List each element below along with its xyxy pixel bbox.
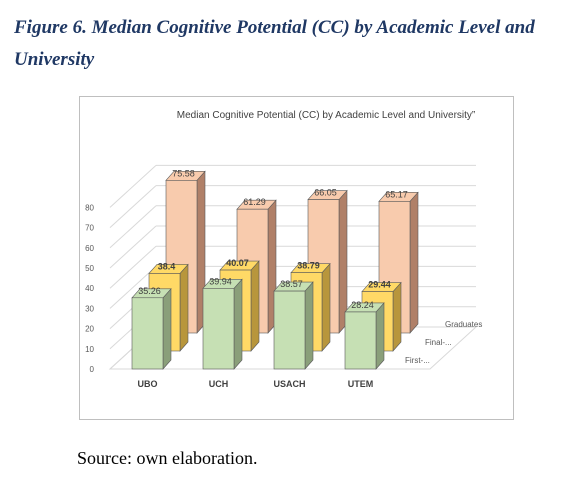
- bar-front: [131, 297, 164, 370]
- bar: [344, 302, 385, 370]
- bar-side: [375, 302, 385, 370]
- bar-side: [321, 262, 331, 352]
- gridline-side: [109, 165, 157, 208]
- bar-front: [344, 311, 377, 370]
- bar-front: [202, 288, 235, 370]
- gridline-side: [109, 245, 157, 289]
- bar-side: [162, 287, 172, 370]
- y-tick-label: 20: [85, 325, 94, 334]
- chart-svg: Median Cognitive Potential (CC) by Acade…: [85, 110, 482, 389]
- data-label: 28.24: [351, 300, 374, 310]
- y-tick-label: 10: [85, 345, 94, 354]
- series-label: Graduates: [445, 320, 482, 329]
- gridline-side: [109, 266, 157, 309]
- bar: [202, 278, 243, 370]
- data-label: 75.58: [172, 168, 195, 178]
- data-label: 35.26: [138, 286, 161, 296]
- data-label: 66.05: [314, 188, 337, 198]
- y-tick-label: 70: [85, 224, 94, 233]
- bar-side: [233, 278, 243, 370]
- data-label: 39.94: [209, 276, 232, 286]
- series-label: First-...: [405, 356, 430, 365]
- bar-side: [250, 260, 260, 352]
- data-label: 40.07: [226, 258, 249, 268]
- category-label: UCH: [209, 379, 229, 389]
- y-tick-label: 40: [85, 284, 94, 293]
- series-label: Final-...: [425, 338, 452, 347]
- chart-title: Median Cognitive Potential (CC) by Acade…: [177, 110, 475, 121]
- bar-front: [273, 290, 306, 370]
- bar-side: [392, 281, 402, 352]
- y-tick-label: 60: [85, 244, 94, 253]
- figure-caption: Figure 6. Median Cognitive Potential (CC…: [14, 17, 535, 70]
- gridline-side: [109, 185, 157, 228]
- chart-bars: 75.58 61.29 66.05 65.17 38.4 40.07 38.79 29.44 3…: [131, 168, 419, 370]
- gridline-side: [109, 225, 157, 269]
- bar: [273, 281, 314, 370]
- y-tick-label: 30: [85, 304, 94, 313]
- data-label: 29.44: [368, 280, 391, 290]
- bar: [131, 287, 172, 370]
- data-label: 38.57: [280, 279, 303, 289]
- x-axis-categories: UBO UCH USACH UTEM: [138, 379, 374, 389]
- source-note: Source: own elaboration.: [77, 448, 258, 468]
- y-tick-label: 80: [85, 203, 94, 212]
- data-label: 38.79: [297, 261, 320, 271]
- y-tick-label: 0: [90, 365, 95, 374]
- data-label: 61.29: [243, 197, 266, 207]
- gridline-side: [109, 205, 157, 249]
- category-label: USACH: [273, 379, 305, 389]
- data-label: 65.17: [385, 189, 408, 199]
- data-label: 38.4: [158, 261, 176, 271]
- category-label: UTEM: [348, 379, 374, 389]
- bar-side: [179, 263, 189, 352]
- chart-area: Median Cognitive Potential (CC) by Acade…: [79, 96, 514, 420]
- bar-side: [304, 281, 314, 370]
- depth-axis-series: First-... Final-... Graduates: [405, 320, 482, 365]
- y-axis-ticks: 0 10 20 30 40 50 60 70 80: [85, 203, 94, 374]
- bar-side: [409, 191, 419, 334]
- category-label: UBO: [138, 379, 158, 389]
- y-tick-label: 50: [85, 264, 94, 273]
